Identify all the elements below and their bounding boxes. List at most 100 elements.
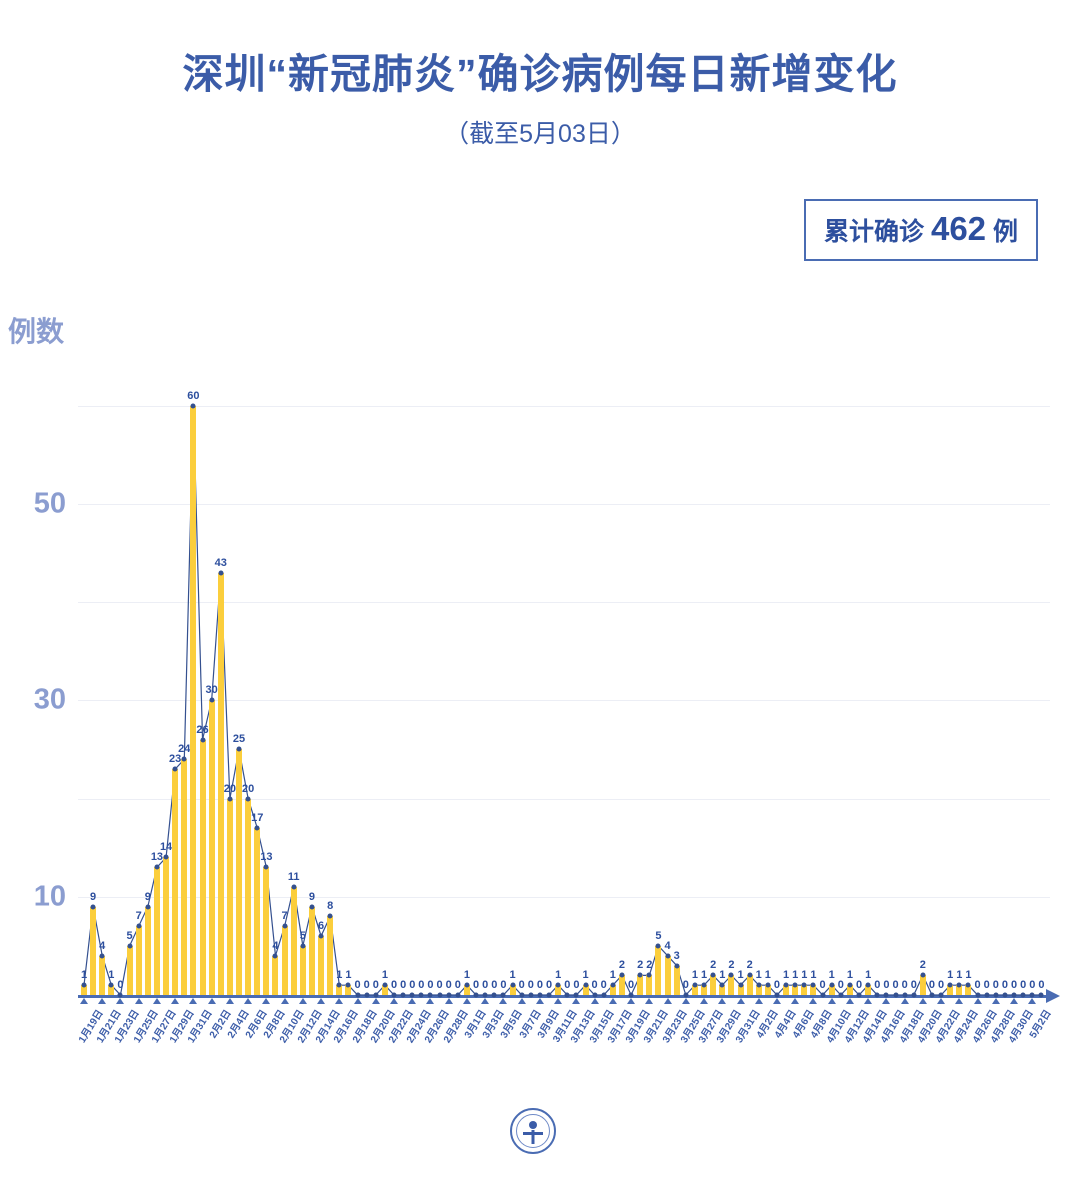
bar: [208, 700, 215, 995]
bar: [290, 886, 297, 995]
data-value-label: 0: [409, 979, 416, 991]
badge-prefix-label: 累计确诊: [824, 218, 925, 246]
data-value-label: 11: [287, 870, 300, 883]
bar: [308, 906, 315, 995]
data-point: [738, 982, 743, 988]
data-point: [291, 884, 297, 890]
bar: [737, 985, 744, 995]
data-point: [200, 737, 206, 743]
data-value-label: 0: [518, 979, 525, 991]
x-axis-tick-mark: [481, 998, 490, 1004]
data-point: [756, 982, 762, 988]
bar: [846, 985, 853, 995]
bar: [181, 759, 188, 995]
data-value-label: 20: [223, 782, 237, 795]
data-point: [519, 992, 525, 998]
data-value-label: 20: [242, 782, 255, 795]
data-value-label: 1: [108, 969, 115, 982]
data-point: [619, 972, 625, 978]
data-point: [920, 972, 926, 978]
bar: [673, 965, 680, 995]
data-point: [883, 992, 889, 998]
data-point: [145, 904, 151, 910]
x-axis-tick-mark: [973, 998, 982, 1004]
data-value-label: 0: [454, 979, 461, 991]
data-point: [108, 982, 114, 988]
data-value-label: 1: [801, 969, 808, 982]
data-value-label: 0: [491, 979, 498, 991]
bar: [108, 985, 115, 995]
data-value-label: 0: [1038, 979, 1045, 991]
bar: [810, 985, 817, 995]
x-axis-tick-mark: [937, 998, 946, 1004]
data-point: [373, 992, 379, 998]
footer: [0, 1108, 1080, 1154]
data-value-label: 1: [764, 969, 771, 982]
bar: [199, 739, 206, 995]
data-value-label: 0: [874, 979, 881, 991]
x-axis-tick-mark: [864, 998, 873, 1004]
data-point: [938, 992, 944, 998]
data-value-label: 1: [737, 969, 744, 982]
x-axis-arrow-icon: [1046, 989, 1060, 1003]
data-value-label: 0: [354, 979, 361, 991]
bar: [254, 828, 261, 995]
bar: [691, 985, 698, 995]
data-point: [665, 953, 671, 959]
x-axis-tick-mark: [371, 998, 380, 1004]
data-point: [829, 982, 835, 988]
data-point: [993, 992, 999, 998]
data-value-label: 30: [205, 684, 218, 697]
data-value-label: 0: [682, 979, 689, 991]
x-axis-tick-mark: [608, 998, 617, 1004]
data-value-label: 0: [536, 979, 543, 991]
data-value-label: 0: [117, 979, 124, 991]
data-value-label: 0: [819, 979, 826, 991]
bar: [236, 749, 242, 995]
x-axis-tick-mark: [317, 998, 326, 1004]
data-value-label: 0: [372, 979, 379, 991]
data-point: [801, 982, 807, 988]
data-value-label: 0: [928, 979, 936, 991]
data-point: [774, 992, 780, 998]
data-point: [382, 982, 388, 988]
data-value-label: 5: [299, 929, 306, 942]
gridline: [78, 602, 1050, 604]
data-point: [847, 982, 853, 988]
x-axis-tick-mark: [225, 998, 234, 1004]
x-axis-tick-mark: [499, 998, 508, 1004]
x-axis-tick-mark: [736, 998, 745, 1004]
bar: [719, 985, 726, 995]
data-value-label: 1: [965, 969, 972, 982]
data-value-label: 2: [746, 959, 753, 972]
x-axis-tick-mark: [681, 998, 690, 1004]
data-point: [856, 992, 862, 998]
data-value-label: 1: [336, 969, 343, 982]
data-value-label: 1: [783, 969, 790, 982]
data-value-label: 17: [251, 812, 264, 825]
x-axis-tick-mark: [900, 998, 909, 1004]
bar: [126, 945, 133, 995]
data-value-label: 13: [260, 851, 273, 864]
data-value-label: 0: [855, 979, 863, 991]
data-value-label: 0: [445, 979, 452, 991]
data-value-label: 14: [159, 841, 173, 854]
bar: [755, 985, 762, 995]
x-axis-tick-mark: [627, 998, 636, 1004]
data-value-label: 4: [272, 939, 279, 952]
data-value-label: 0: [1020, 979, 1027, 991]
data-point: [136, 923, 142, 929]
data-point: [327, 913, 333, 919]
bar: [509, 985, 516, 995]
data-value-label: 1: [80, 969, 88, 982]
bar: [99, 955, 106, 995]
data-value-label: 1: [810, 969, 817, 982]
data-point: [865, 982, 871, 988]
data-value-label: 0: [628, 979, 635, 991]
bar: [272, 955, 279, 995]
data-point: [218, 570, 224, 576]
gridline: [78, 798, 1050, 800]
data-point: [747, 972, 753, 978]
data-point: [646, 972, 652, 978]
